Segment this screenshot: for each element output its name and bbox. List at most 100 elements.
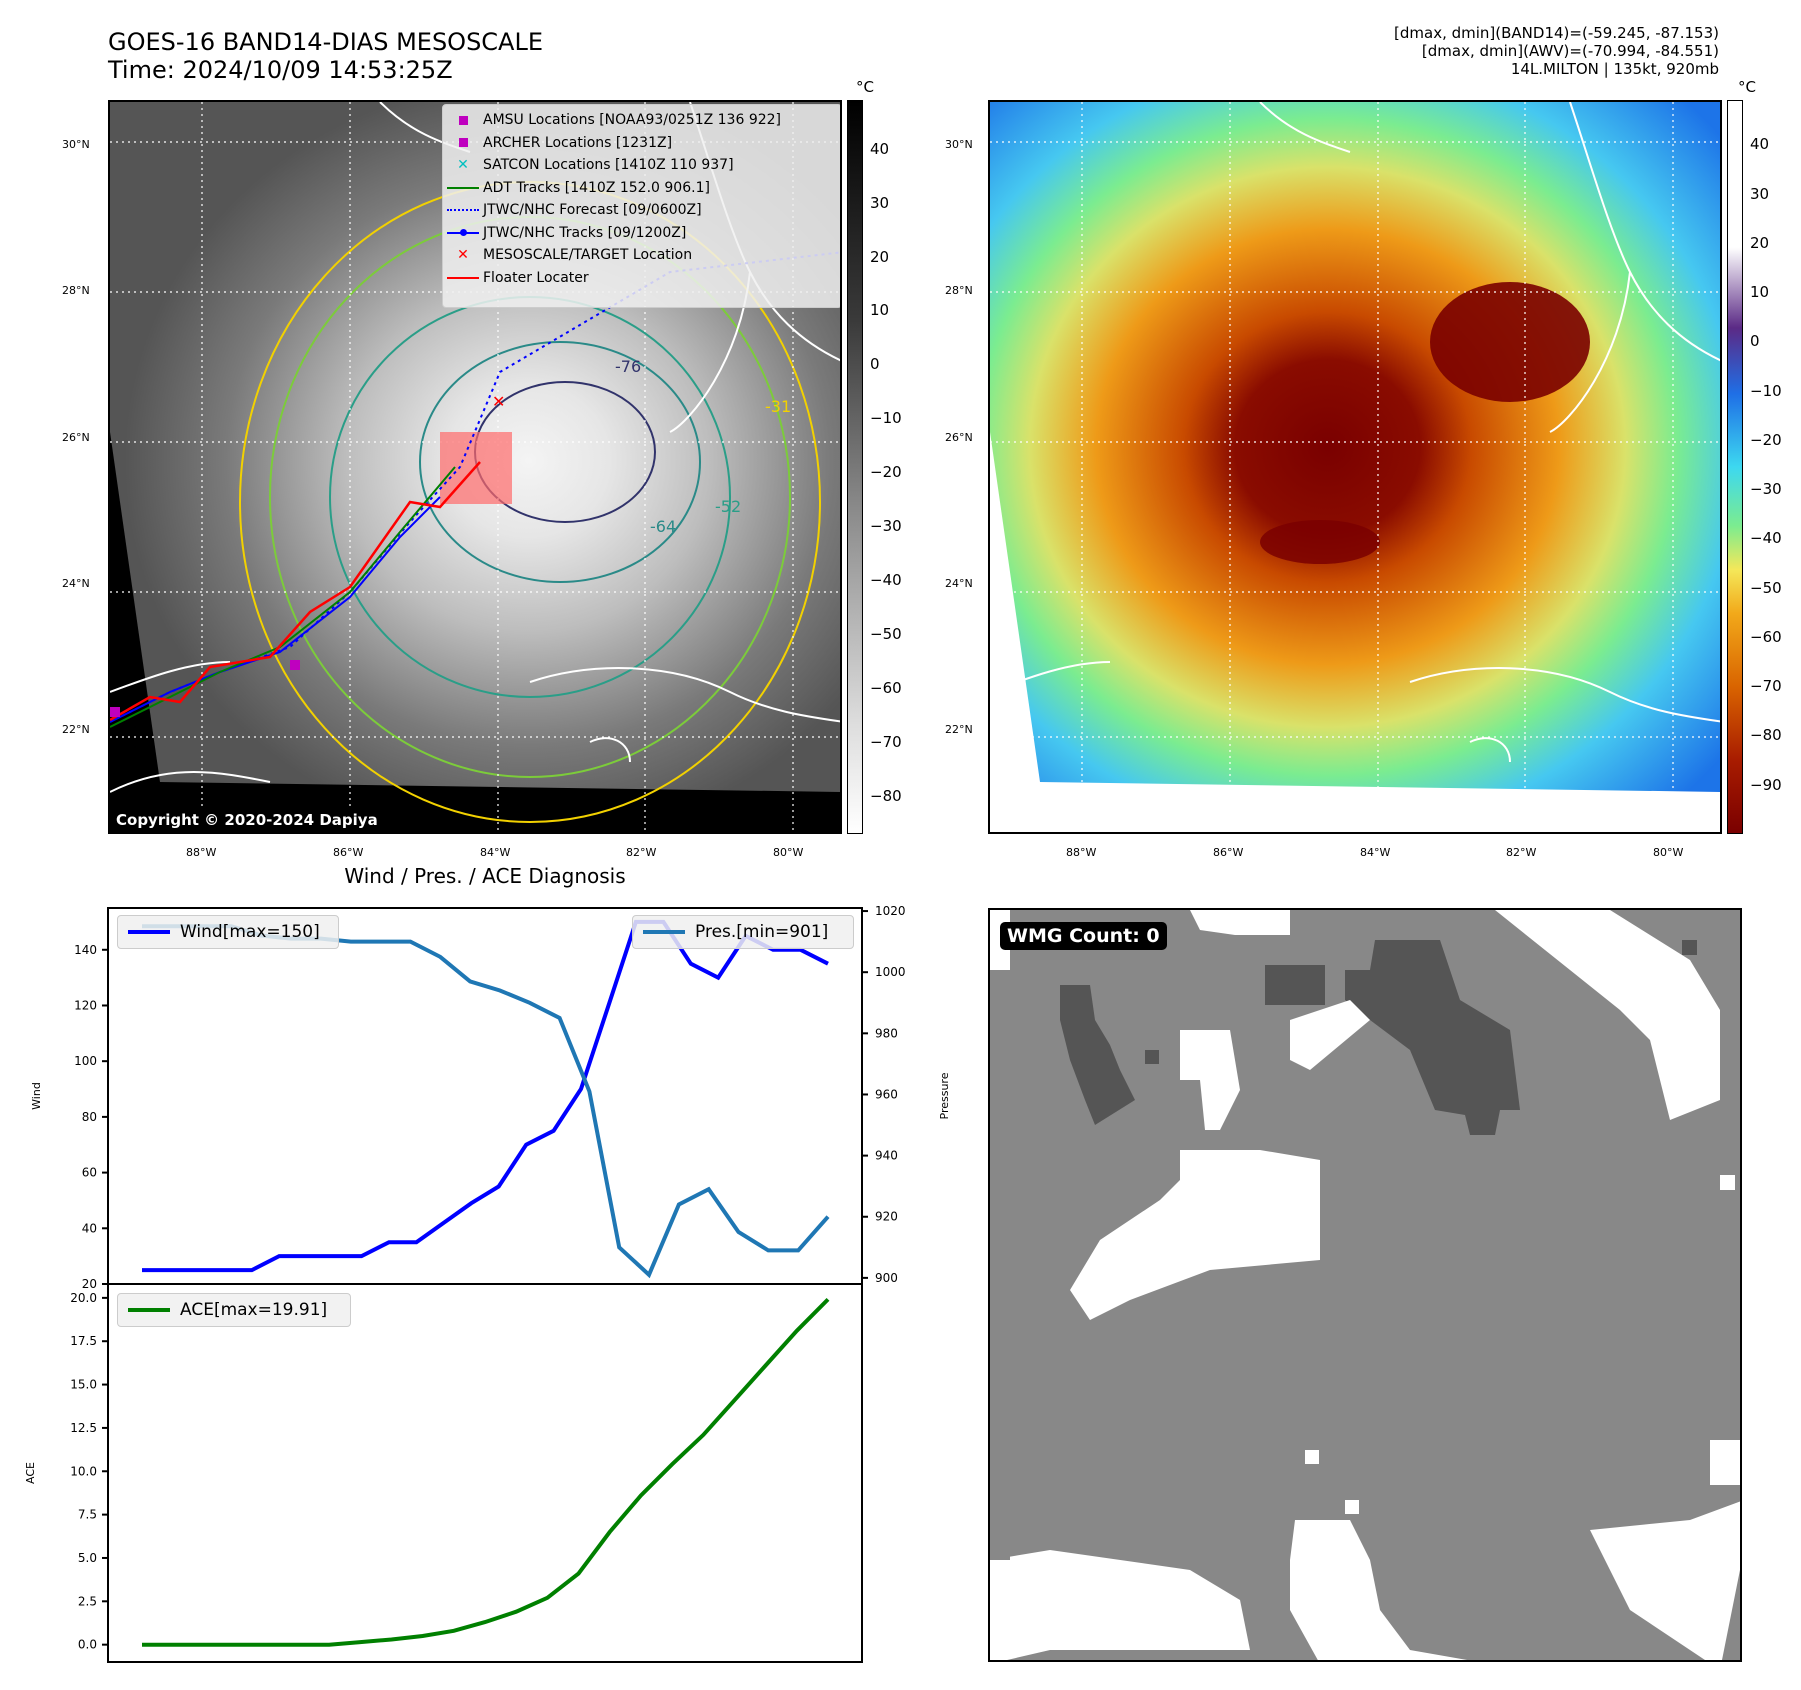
colorbar-tick: −70 <box>1750 677 1782 696</box>
awv-satellite-map <box>988 100 1722 834</box>
map-legend: AMSU Locations [NOAA93/0251Z 136 922] AR… <box>442 104 840 308</box>
wind-tick-label: 40 <box>82 1221 97 1235</box>
ace-tick-label: 7.5 <box>78 1508 97 1522</box>
awv-map-canvas <box>990 102 1720 832</box>
solid-line-icon <box>443 186 483 189</box>
ace-axis-label: ACE <box>24 1462 37 1484</box>
awv-colorbar <box>1727 100 1743 834</box>
wind-tick-label: 80 <box>82 1110 97 1124</box>
pressure-legend: Pres.[min=901] <box>632 915 854 949</box>
pressure-tick-label: 940 <box>875 1149 898 1163</box>
colorbar-tick: −20 <box>870 463 902 482</box>
colorbar-tick: −50 <box>1750 578 1782 597</box>
legend-item-tracks: JTWC/NHC Tracks [09/1200Z] <box>443 222 840 245</box>
wind-tick-label: 20 <box>82 1277 97 1291</box>
contour-label: -64 <box>650 517 676 536</box>
colorbar-tick: −20 <box>1750 430 1782 449</box>
figure-title: GOES-16 BAND14-DIAS MESOSCALE Time: 2024… <box>108 28 543 84</box>
pressure-tick-label: 920 <box>875 1210 898 1224</box>
legend-item-satcon: ✕ SATCON Locations [1410Z 110 937] <box>443 154 840 177</box>
wind-tick-label: 140 <box>74 943 97 957</box>
wind-legend: Wind[max=150] <box>117 915 339 949</box>
colorbar-tick: −40 <box>870 571 902 590</box>
lat-tick: 30°N <box>945 138 973 151</box>
square-marker-icon <box>443 138 483 148</box>
wind-pressure-axes <box>107 907 863 1285</box>
ace-axes <box>107 1283 863 1663</box>
ace-tick-label: 12.5 <box>70 1421 97 1435</box>
ace-tick-label: 2.5 <box>78 1594 97 1608</box>
contour-label: -31 <box>765 397 791 416</box>
colorbar-tick: −70 <box>870 733 902 752</box>
colorbar-tick: 40 <box>1750 135 1770 154</box>
colorbar-tick: 10 <box>1750 283 1770 302</box>
pressure-tick-label: 960 <box>875 1087 898 1101</box>
wind-line <box>142 919 829 1273</box>
pressure-line <box>142 924 830 1279</box>
target-marker-icon: ✕ <box>492 392 505 411</box>
colorbar-tick: 20 <box>870 247 890 266</box>
lon-tick: 86°W <box>1213 846 1244 859</box>
lon-tick: 84°W <box>480 846 511 859</box>
colorbar-tick: 30 <box>870 193 890 212</box>
lat-tick: 24°N <box>945 577 973 590</box>
colorbar-tick: −90 <box>1750 775 1782 794</box>
colorbar-tick: −60 <box>1750 627 1782 646</box>
ace-tick-label: 20.0 <box>70 1291 97 1305</box>
pressure-axis-label: Pressure <box>938 1072 951 1119</box>
title-line-2: Time: 2024/10/09 14:53:25Z <box>108 56 453 84</box>
ace-legend: ACE[max=19.91] <box>117 1293 351 1327</box>
lat-tick: 22°N <box>62 723 90 736</box>
colorbar-unit: °C <box>1738 78 1756 96</box>
ace-tick-label: 5.0 <box>78 1551 97 1565</box>
stats-header: [dmax, dmin](BAND14)=(-59.245, -87.153) … <box>1119 24 1719 78</box>
colorbar-tick: 20 <box>1750 233 1770 252</box>
ace-tick-label: 17.5 <box>70 1334 97 1348</box>
copyright-label: Copyright © 2020-2024 Dapiya <box>112 810 382 830</box>
lon-tick: 84°W <box>1360 846 1391 859</box>
wmg-count-badge: WMG Count: 0 <box>1000 922 1167 950</box>
colorbar-tick: −40 <box>1750 529 1782 548</box>
colorbar-tick: 30 <box>1750 184 1770 203</box>
lat-tick: 26°N <box>62 431 90 444</box>
colorbar-tick: −80 <box>1750 726 1782 745</box>
ace-tick-label: 10.0 <box>70 1464 97 1478</box>
colorbar-unit: °C <box>856 78 874 96</box>
colorbar-tick: 0 <box>870 355 880 374</box>
line-dot-icon <box>443 229 483 237</box>
colorbar-tick: 10 <box>870 301 890 320</box>
colorbar-tick: −50 <box>870 625 902 644</box>
colorbar-tick: −60 <box>870 679 902 698</box>
x-marker-icon: ✕ <box>457 157 469 174</box>
pressure-tick-label: 980 <box>875 1026 898 1040</box>
legend-item-amsu: AMSU Locations [NOAA93/0251Z 136 922] <box>443 109 840 132</box>
lat-tick: 24°N <box>62 577 90 590</box>
wind-tick-label: 100 <box>74 1054 97 1068</box>
floater-track <box>110 461 481 722</box>
colorbar-tick: −80 <box>870 787 902 806</box>
lon-tick: 88°W <box>1066 846 1097 859</box>
wind-axis-label: Wind <box>30 1082 43 1110</box>
legend-item-forecast: JTWC/NHC Forecast [09/0600Z] <box>443 199 840 222</box>
contour-label: -52 <box>715 497 741 516</box>
pressure-tick-label: 1000 <box>875 965 906 979</box>
best-track <box>110 496 441 723</box>
ace-plot: 0.0 2.5 5.0 7.5 10.0 12.5 15.0 17.5 20.0 <box>70 1291 830 1652</box>
wind-tick-label: 60 <box>82 1166 97 1180</box>
colorbar-tick: −30 <box>1750 480 1782 499</box>
title-line-1: GOES-16 BAND14-DIAS MESOSCALE <box>108 28 544 56</box>
contour-label: -76 <box>615 357 641 376</box>
wmg-grid <box>990 910 1740 1660</box>
ir-colorbar <box>847 100 863 834</box>
wind-pressure-plot: 20 40 60 80 100 120 140 900 920 940 960 980 1000 1020 <box>74 904 905 1291</box>
lon-tick: 80°W <box>1653 846 1684 859</box>
colorbar-tick: −30 <box>870 517 902 536</box>
solid-line-icon <box>443 276 483 279</box>
amsu-marker-icon <box>290 660 300 670</box>
wind-tick-label: 120 <box>74 998 97 1012</box>
legend-item-adt: ADT Tracks [1410Z 152.0 906.1] <box>443 177 840 200</box>
colorbar-tick: −10 <box>870 409 902 428</box>
lon-tick: 86°W <box>333 846 364 859</box>
lon-tick: 88°W <box>186 846 217 859</box>
wmg-panel: WMG Count: 0 <box>988 908 1742 1662</box>
